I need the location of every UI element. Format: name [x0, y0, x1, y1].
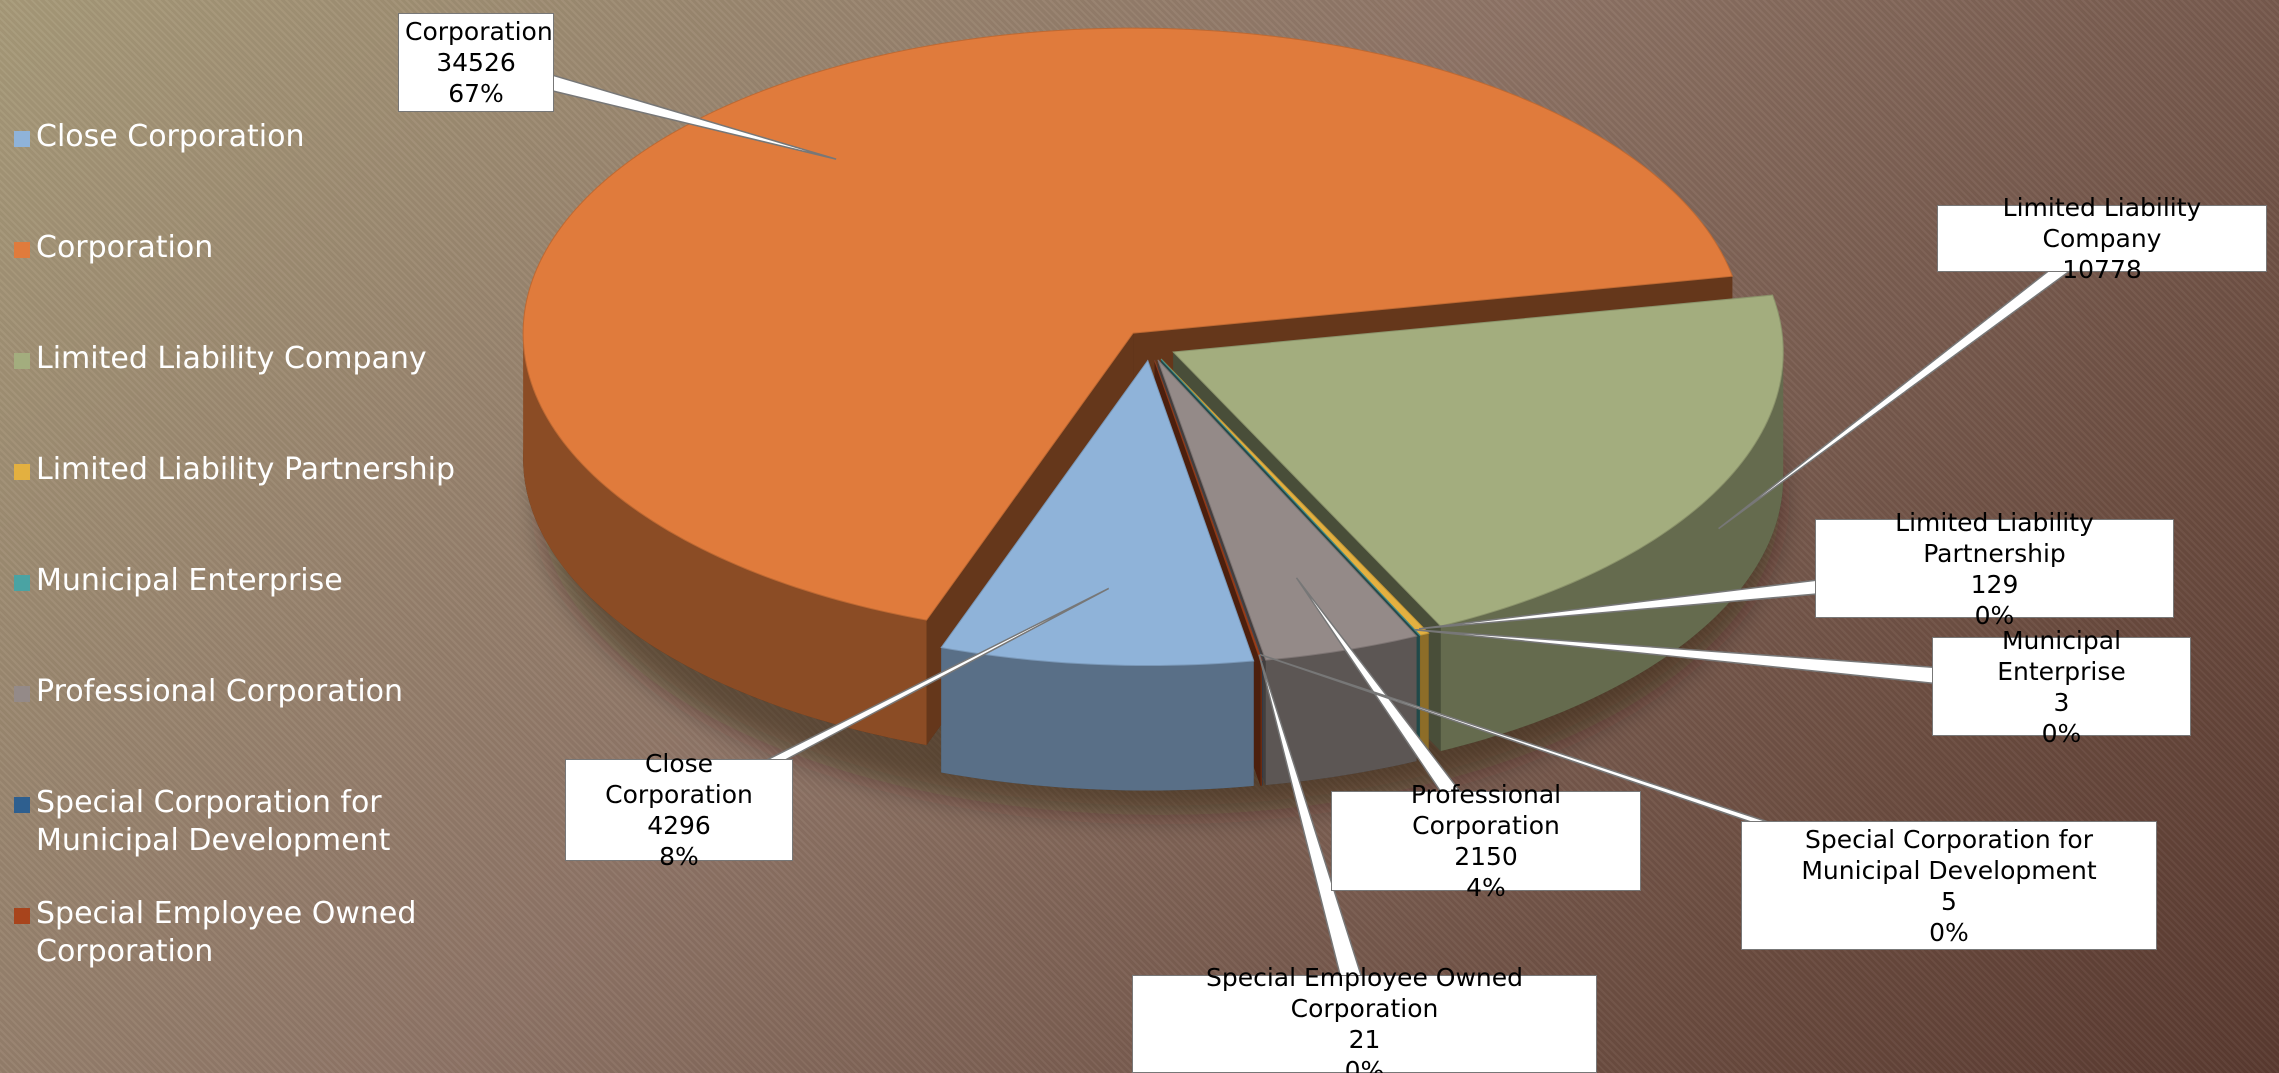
legend-item: Professional Corporation [14, 673, 456, 711]
data-label: Limited Liability Company 10778 [1937, 193, 2267, 284]
legend-swatch [14, 686, 30, 702]
data-label: Municipal Enterprise 3 0% [1932, 626, 2191, 748]
label-percent: 0% [1929, 917, 1969, 947]
label-name: Special Employee Owned Corporation [1205, 963, 1523, 1023]
data-label: Professional Corporation 2150 4% [1331, 780, 1641, 902]
label-percent: 0% [1344, 1056, 1385, 1073]
slice-side [1440, 351, 1784, 752]
label-name: Limited Liability Company [2002, 193, 2202, 253]
slice [1160, 358, 1421, 636]
legend-swatch [14, 353, 30, 369]
label-percent: 0% [2041, 718, 2082, 748]
slice-side [1420, 633, 1429, 761]
label-name: Special Corporation for Municipal Develo… [1801, 824, 2097, 885]
legend-label: Close Corporation [36, 119, 305, 154]
data-label: Special Corporation for Municipal Develo… [1741, 821, 2157, 950]
label-name: Municipal Enterprise [1997, 625, 2126, 686]
data-label: Special Employee Owned Corporation 21 0% [1132, 963, 1597, 1073]
legend-label: Limited Liability Company [36, 341, 427, 376]
legend-item: Special Corporation for Municipal Develo… [14, 784, 456, 860]
legend-label: Special Corporation for Municipal Develo… [36, 785, 391, 858]
legend-label: Corporation [36, 230, 214, 265]
legend-swatch [14, 575, 30, 591]
slice-side [941, 647, 1254, 791]
legend-swatch [14, 242, 30, 258]
legend-item: Corporation [14, 229, 456, 267]
data-label: Close Corporation 4296 8% [565, 749, 793, 871]
label-name: Close Corporation [605, 749, 753, 809]
legend-label: Professional Corporation [36, 674, 404, 709]
legend-swatch [14, 908, 30, 924]
legend-label: Municipal Enterprise [36, 563, 343, 598]
label-value: 3 [2053, 687, 2070, 717]
label-value: 4296 [647, 811, 711, 840]
slice [522, 27, 1734, 621]
slice-side [1265, 636, 1417, 786]
label-percent: 67% [448, 79, 504, 108]
legend-item: Limited Liability Partnership [14, 451, 456, 489]
legend-label: Limited Liability Partnership [36, 452, 455, 487]
label-value: 5 [1941, 886, 1957, 916]
legend-swatch [14, 464, 30, 480]
legend-item: Special Employee Owned Corporation [14, 895, 456, 971]
label-percent: 0% [1974, 600, 2015, 630]
label-percent: 4% [1466, 873, 1506, 902]
label-value: 34526 [436, 48, 516, 77]
label-value: 21 [1348, 1025, 1381, 1054]
legend-swatch [14, 797, 30, 813]
slice [1172, 294, 1784, 627]
legend-item: Municipal Enterprise [14, 562, 456, 600]
legend-item: Close Corporation [14, 118, 456, 156]
label-name: Professional Corporation [1410, 780, 1562, 840]
legend-item: Limited Liability Company [14, 340, 456, 378]
legend-swatch [14, 131, 30, 147]
data-label: Corporation 34526 67% [398, 13, 554, 112]
label-name: Limited Liability Partnership [1895, 507, 2094, 568]
slice-side [523, 333, 927, 746]
label-value: 10778 [2062, 255, 2142, 284]
legend-label: Special Employee Owned Corporation [36, 896, 417, 969]
label-percent: 8% [659, 842, 699, 871]
label-name: Corporation [405, 17, 553, 46]
label-value: 2150 [1454, 842, 1518, 871]
label-value: 129 [1970, 569, 2019, 599]
slice [1157, 359, 1418, 661]
data-label: Limited Liability Partnership 129 0% [1815, 508, 2174, 630]
slice-side [1260, 660, 1262, 786]
